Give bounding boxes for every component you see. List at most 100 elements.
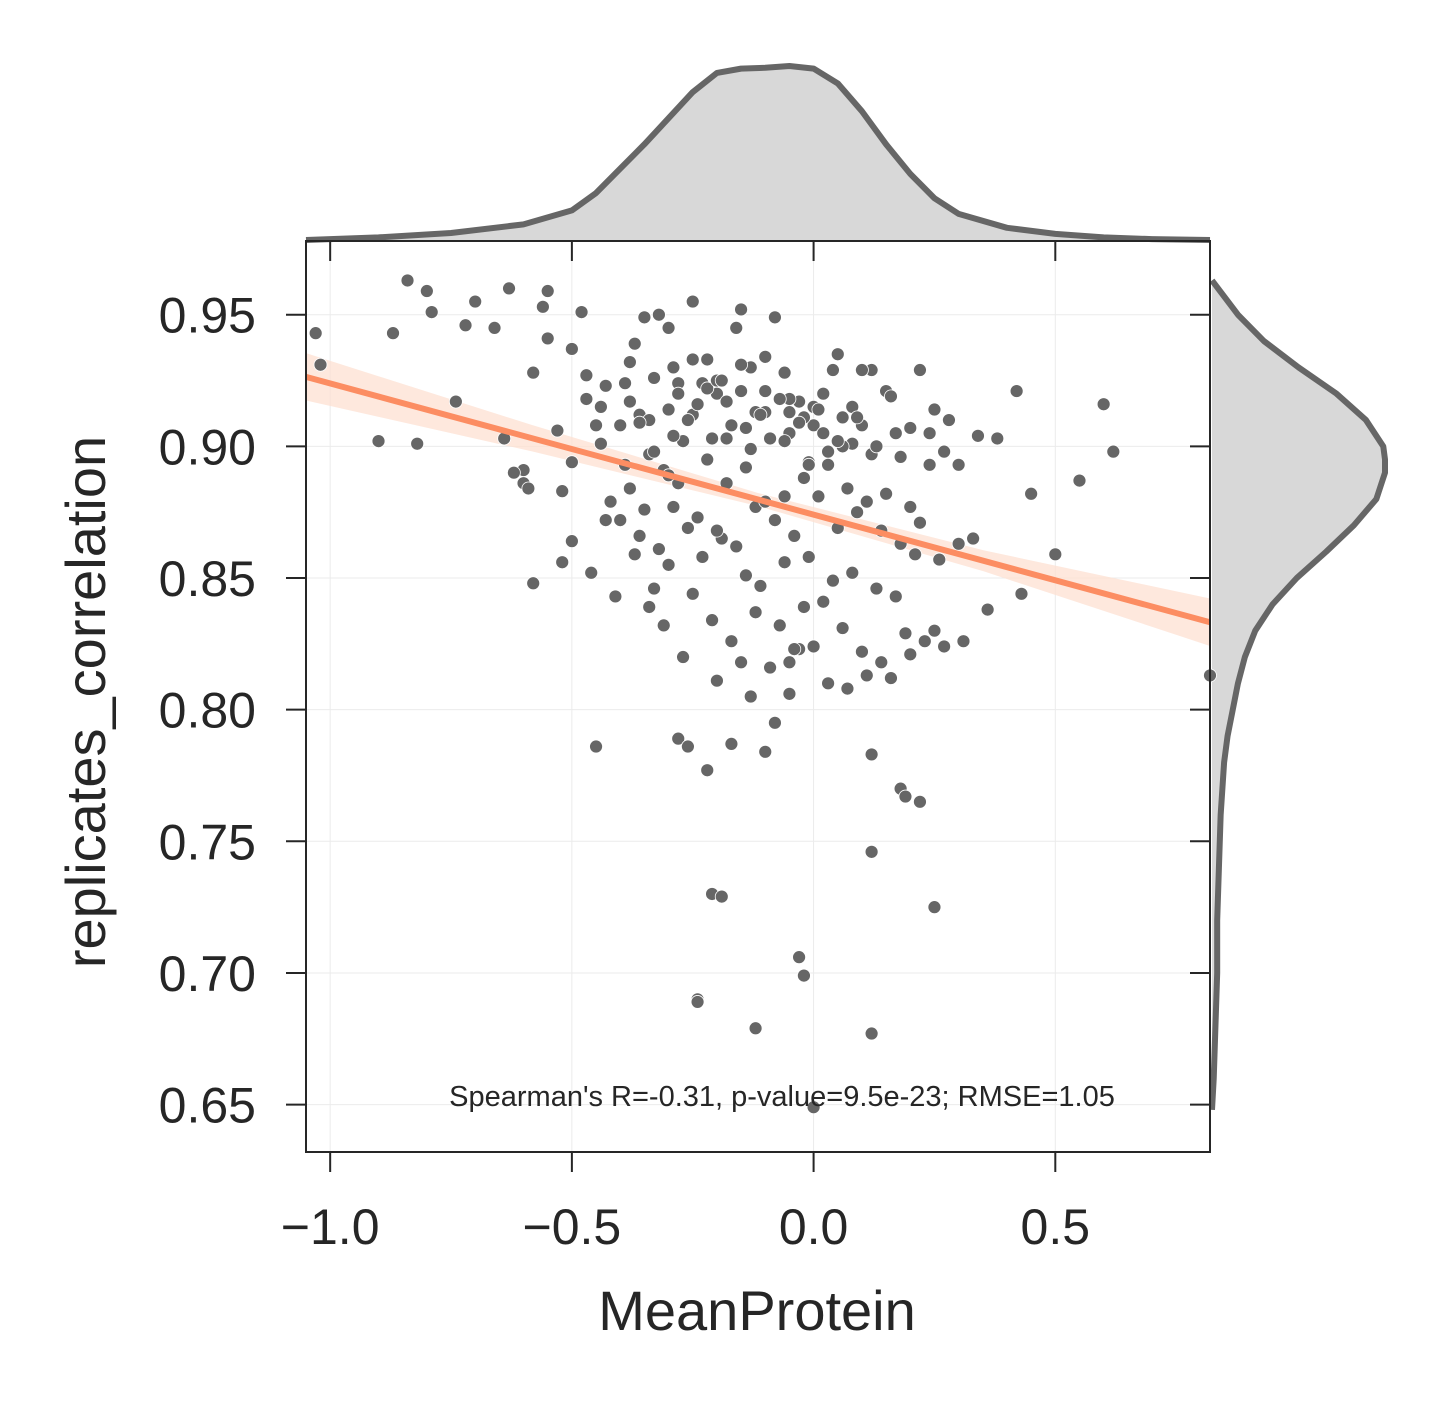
scatter-point [734,302,748,317]
scatter-point [874,655,889,670]
scatter-point [487,320,502,335]
scatter-point [951,457,966,472]
scatter-point [937,639,952,654]
regression-line [305,373,1211,626]
scatter-point [613,513,628,527]
marginal-y-curve [1209,278,1388,1111]
scatter-point [661,320,676,335]
scatter-point [681,739,695,754]
scatter-point [506,465,521,480]
scatter-point [782,655,797,670]
scatter-point [768,715,782,730]
scatter-point [729,539,744,554]
scatter-point [690,510,705,525]
scatter-point [647,581,661,596]
scatter-point [1024,486,1039,501]
scatter-point [816,426,831,441]
scatter-point [821,457,835,472]
scatter-point [710,673,724,688]
scatter-point [642,600,657,614]
x-tick-label: −1.0 [281,1199,380,1255]
x-axis-label: MeanProtein [598,1279,916,1342]
y-tick-label: 0.70 [159,946,256,1002]
scatter-point [589,739,603,754]
scatter-point [850,505,865,520]
scatter-point [763,431,777,446]
scatter-point [787,528,802,543]
scatter-point [782,405,797,420]
scatter-point [656,618,671,633]
scatter-point [777,434,792,449]
marginal-y-density [1209,278,1388,1111]
scatter-point [835,621,850,635]
scatter-point [526,365,541,380]
scatter-point [690,397,705,412]
scatter-point [966,531,981,546]
scatter-point [821,676,835,691]
scatter-point [632,415,647,430]
scatter-point [888,426,903,441]
scatter-point [632,528,647,543]
scatter-point [521,481,536,496]
y-axis-label: replicates_correlation [54,436,117,968]
scatter-points [308,273,1217,1115]
scatter-point [555,484,570,499]
scatter-point [700,763,715,778]
scatter-point [458,318,473,333]
scatter-point [811,489,826,504]
scatter-point [637,502,652,517]
scatter-point [826,363,840,377]
scatter-point [869,439,884,454]
scatter-point [734,357,748,372]
scatter-point [835,410,850,425]
scatter-point [574,305,589,319]
scatter-point [627,547,642,562]
scatter-point [719,394,734,409]
scatter-point [419,284,434,298]
scatter-point [927,402,942,417]
scatter-point [1048,547,1063,562]
scatter-point [589,418,603,433]
scatter-point [739,568,753,583]
scatter-point [748,605,763,620]
scatter-point [564,534,579,549]
scatter-point [666,500,681,514]
scatter-point [1009,384,1024,398]
scatter-point [671,731,686,746]
scatter-point [903,647,918,662]
scatter-point [884,671,898,685]
scatter-point [777,365,792,380]
marginal-x-density [305,63,1211,243]
scatter-point [700,381,715,396]
scatter-point [695,550,710,564]
y-tick-label: 0.65 [159,1078,256,1134]
scatter-point [622,394,637,409]
scatter-point [700,352,715,367]
scatter-point [647,371,661,385]
scatter-point [792,415,806,430]
scatter-point [806,1100,821,1115]
y-tick-label: 0.85 [159,551,256,607]
scatter-point [468,294,483,309]
scatter-point [729,320,744,335]
scatter-point [864,844,879,859]
scatter-point [753,407,768,422]
scatter-point [855,363,869,377]
scatter-point [956,634,971,649]
scatter-point [922,457,937,472]
scatter-point [734,655,748,670]
scatter-point [685,586,700,601]
scatter-point [734,384,748,398]
scatter-point [830,434,845,449]
scatter-point [666,360,681,375]
scatter-point [308,326,323,341]
marginal-x-fill [306,66,1210,240]
scatter-point [637,310,652,325]
scatter-point [739,460,753,475]
scatter-point [681,521,695,535]
scatter-point [1106,444,1121,459]
axis-ticks: −1.0 −0.5 0.0 0.5 0.65 0.70 0.75 0.80 0.85 0.90 0.… [159,241,1210,1255]
scatter-point [743,689,758,704]
scatter-point [448,394,463,409]
